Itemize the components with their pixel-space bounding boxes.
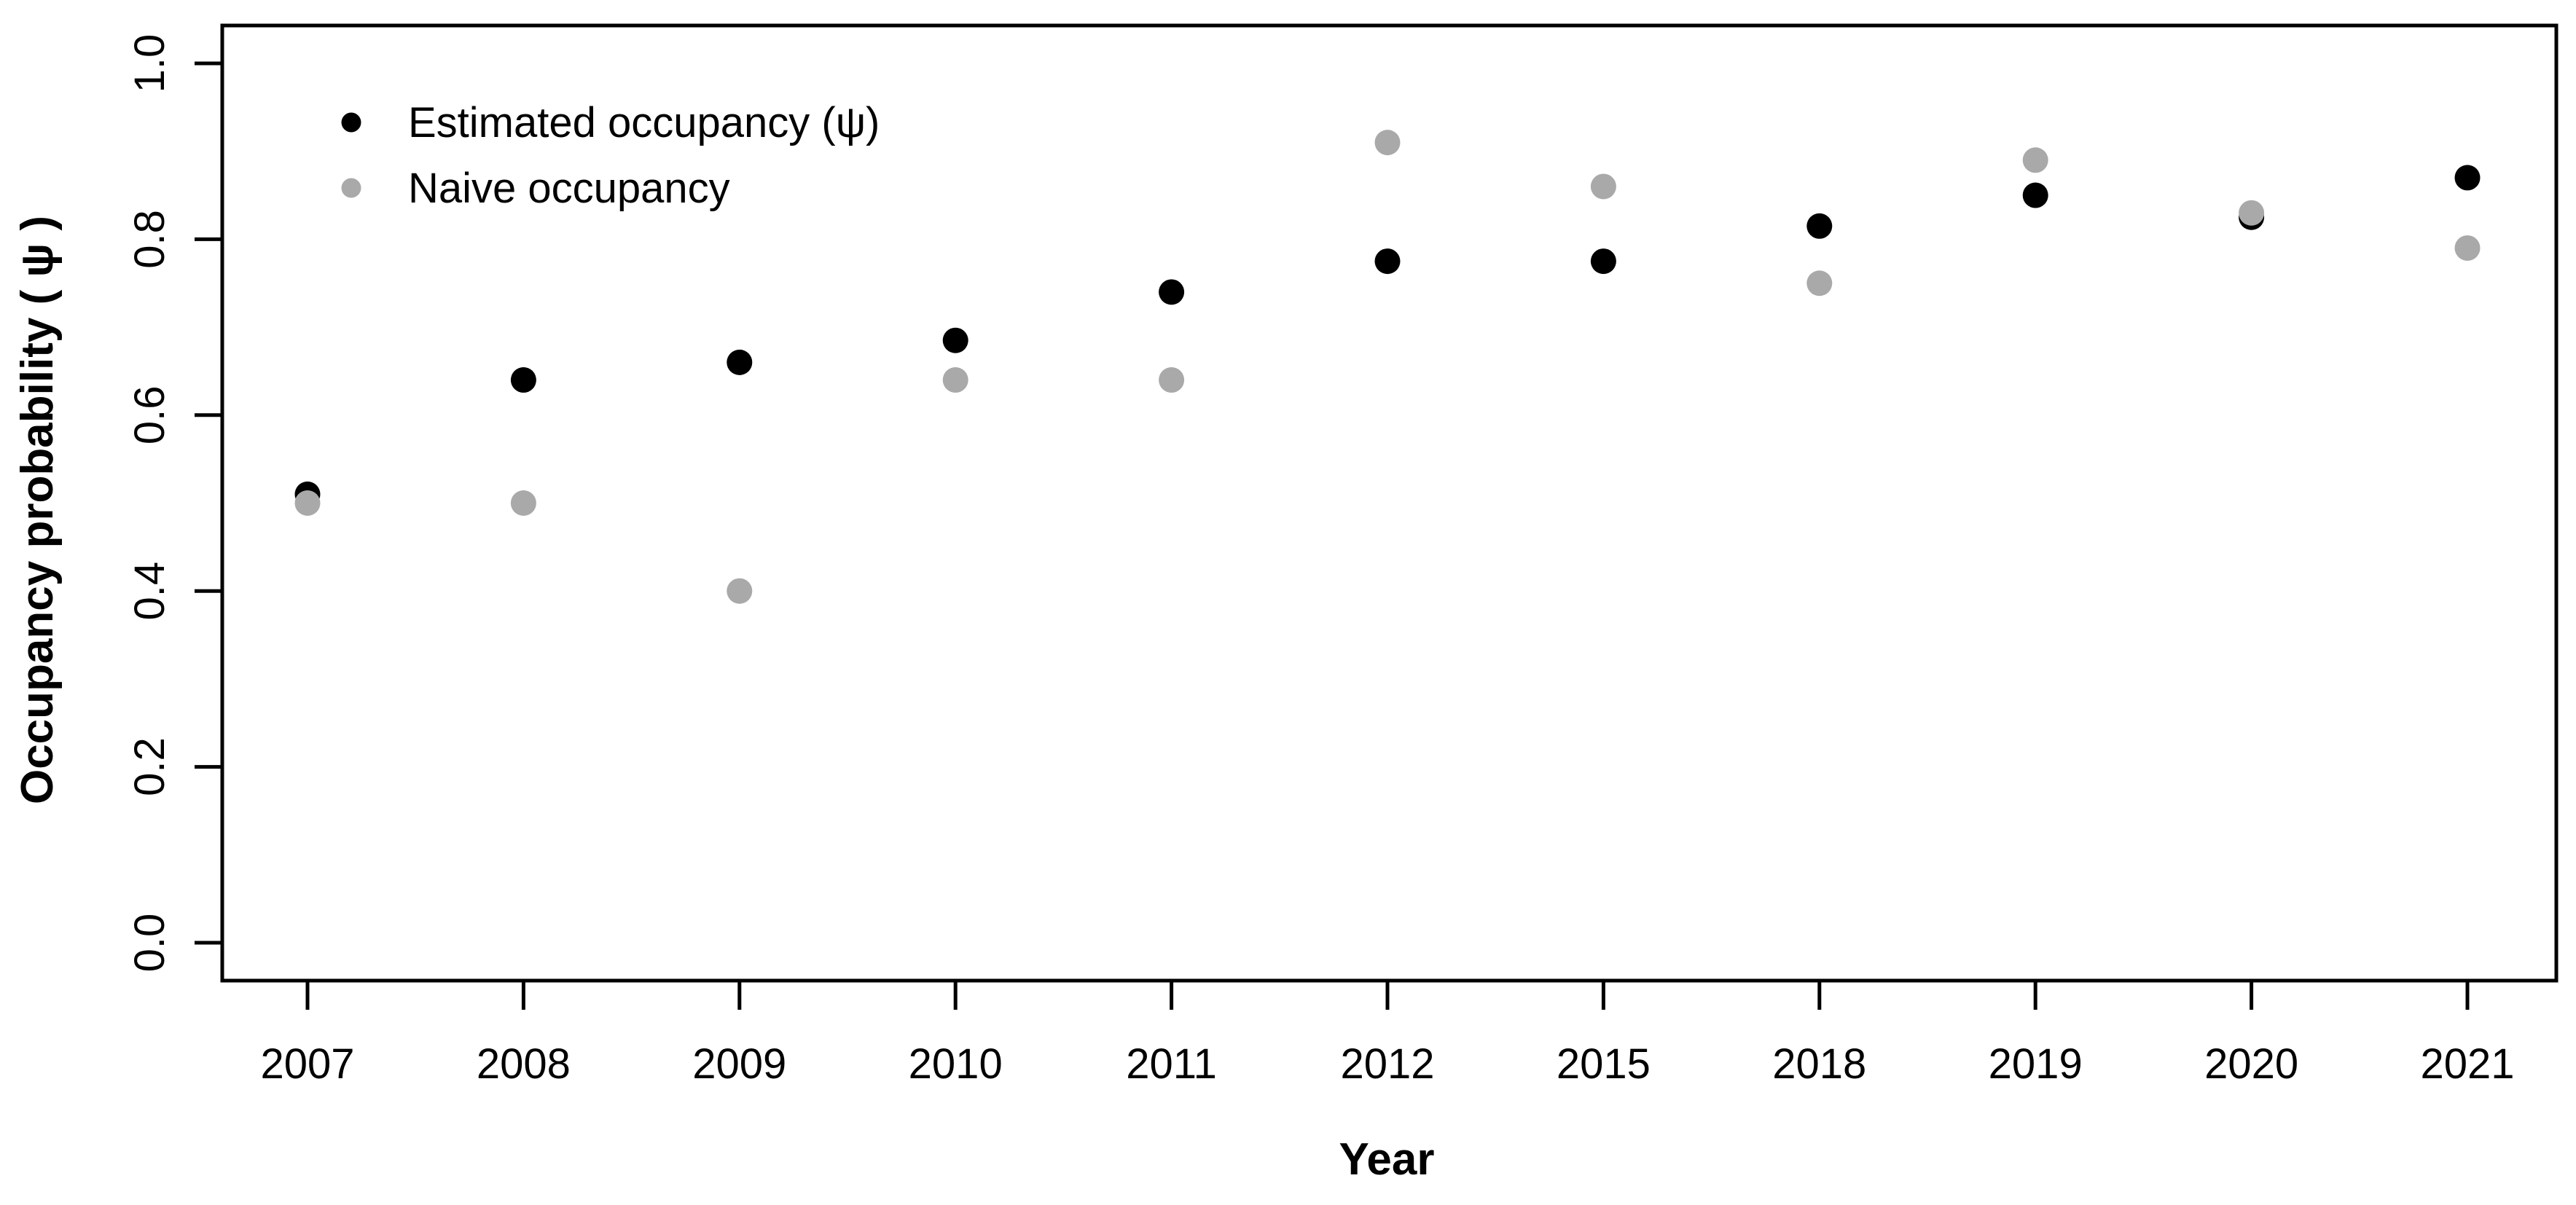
x-tick-label: 2012	[1340, 1040, 1434, 1088]
y-tick-label: 0.0	[126, 914, 173, 973]
x-tick-label: 2021	[2420, 1040, 2514, 1088]
y-tick-label: 0.6	[126, 385, 173, 444]
legend-dot-naive-icon	[341, 178, 361, 198]
x-axis-ticks: 2007 2008 2009 2010 2011 2012 2015 2018 2019 2020…	[260, 981, 2515, 1088]
x-tick-label: 2007	[260, 1040, 354, 1088]
y-tick-label: 1.0	[126, 34, 173, 93]
data-point-naive-2012	[1374, 130, 1401, 156]
data-point-naive-2010	[942, 367, 968, 393]
x-tick-label: 2015	[1557, 1040, 1651, 1088]
y-tick-label: 0.2	[126, 737, 173, 796]
legend-label-naive: Naive occupancy	[408, 165, 730, 212]
data-point-naive-2009	[727, 578, 753, 604]
legend-label-estimated: Estimated occupancy (ψ)	[408, 99, 880, 146]
data-point-naive-2020	[2239, 200, 2265, 226]
x-tick-label: 2008	[477, 1040, 571, 1088]
data-point-naive-2008	[510, 490, 536, 516]
y-axis-title: Occupancy probability ( ψ )	[12, 216, 63, 804]
x-tick-label: 2009	[692, 1040, 786, 1088]
data-point-estimated-2008	[510, 367, 536, 393]
x-tick-label: 2011	[1126, 1040, 1217, 1088]
x-tick-label: 2020	[2204, 1040, 2298, 1088]
data-point-estimated-2018	[1806, 213, 1833, 239]
x-tick-label: 2019	[1989, 1040, 2083, 1088]
x-tick-label: 2010	[909, 1040, 1003, 1088]
data-point-naive-2011	[1159, 367, 1185, 393]
legend: Estimated occupancy (ψ) Naive occupancy	[341, 99, 880, 212]
data-point-naive-2021	[2454, 235, 2481, 261]
data-point-naive-2018	[1806, 270, 1833, 297]
data-point-naive-2019	[2022, 147, 2048, 173]
y-tick-label: 0.8	[126, 210, 173, 269]
data-point-estimated-2011	[1159, 279, 1185, 305]
y-axis-ticks: 0.0 0.2 0.4 0.6 0.8 1.0	[126, 34, 222, 973]
data-point-estimated-2009	[727, 349, 753, 375]
data-point-estimated-2012	[1374, 248, 1401, 275]
x-axis-title: Year	[1339, 1134, 1434, 1185]
data-point-estimated-2021	[2454, 165, 2481, 191]
data-point-estimated-2015	[1590, 248, 1616, 275]
data-points	[294, 130, 2481, 604]
data-point-naive-2007	[294, 490, 321, 516]
x-tick-label: 2018	[1772, 1040, 1866, 1088]
data-point-naive-2015	[1590, 173, 1616, 200]
data-point-estimated-2019	[2022, 182, 2048, 208]
legend-dot-estimated-icon	[341, 112, 361, 133]
data-point-estimated-2010	[942, 327, 968, 353]
y-tick-label: 0.4	[126, 562, 173, 621]
